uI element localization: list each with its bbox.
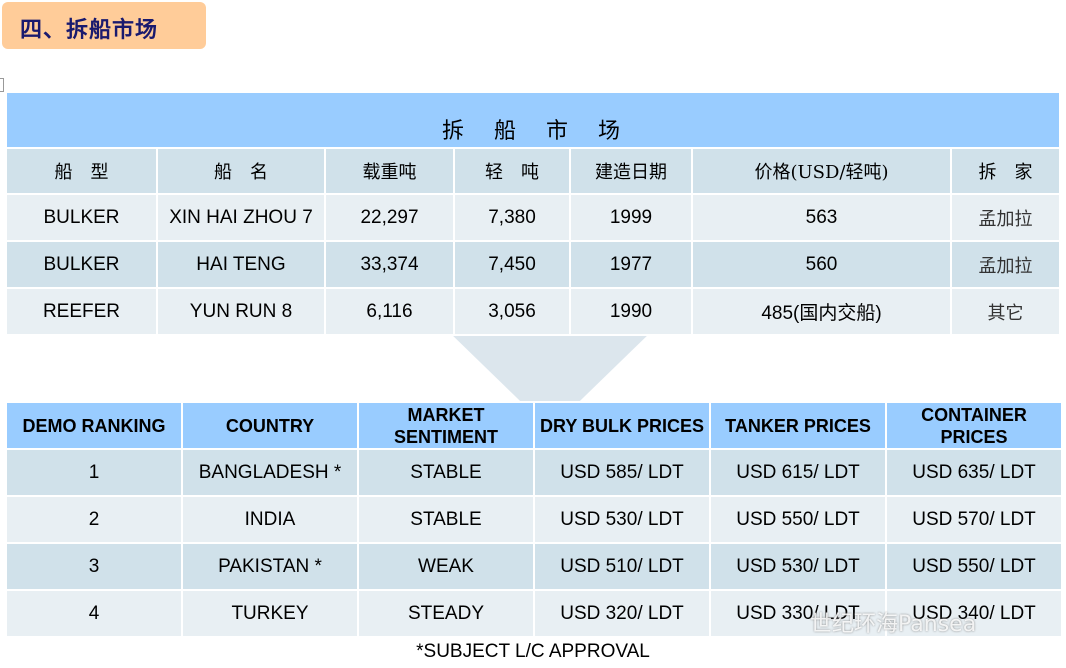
table-row: BULKER HAI TENG 33,374 7,450 1977 560 孟加拉 bbox=[5, 240, 1062, 289]
table-cell: STABLE bbox=[357, 448, 535, 497]
column-header: 轻 吨 bbox=[453, 147, 571, 195]
table-cell: USD 320/ LDT bbox=[533, 589, 711, 638]
column-header: 价格(USD/轻吨) bbox=[691, 147, 952, 195]
table-cell: PAKISTAN * bbox=[181, 542, 359, 591]
table-cell: USD 530/ LDT bbox=[709, 542, 887, 591]
table-row: BULKER XIN HAI ZHOU 7 22,297 7,380 1999 563 孟加… bbox=[5, 193, 1062, 242]
table-cell: TURKEY bbox=[181, 589, 359, 638]
column-header: DEMO RANKING bbox=[5, 401, 183, 450]
table-row: 1 BANGLADESH * STABLE USD 585/ LDT USD 615/ … bbox=[5, 448, 1063, 497]
table-cell: 485(国内交船) bbox=[691, 287, 952, 336]
table-cell: USD 530/ LDT bbox=[533, 495, 711, 544]
column-header: COUNTRY bbox=[181, 401, 359, 450]
table-cell: USD 550/ LDT bbox=[709, 495, 887, 544]
table-cell: HAI TENG bbox=[156, 240, 326, 289]
table-row: 4 TURKEY STEADY USD 320/ LDT USD 330/ LDT USD… bbox=[5, 589, 1063, 638]
table-cell: 1 bbox=[5, 448, 183, 497]
table-cell: 563 bbox=[691, 193, 952, 242]
table-cell: INDIA bbox=[181, 495, 359, 544]
table-cell: 7,450 bbox=[453, 240, 571, 289]
table-cell: 1977 bbox=[569, 240, 693, 289]
anchor-marker bbox=[0, 78, 4, 92]
table-cell: 其它 bbox=[949, 287, 1062, 336]
table-cell: 2 bbox=[5, 495, 183, 544]
table-row: REEFER YUN RUN 8 6,116 3,056 1990 485(国内交船) 其它 bbox=[5, 287, 1062, 336]
table-cell: USD 635/ LDT bbox=[885, 448, 1063, 497]
table-cell: 3 bbox=[5, 542, 183, 591]
table-cell: 22,297 bbox=[324, 193, 455, 242]
column-header: MARKET SENTIMENT bbox=[357, 401, 535, 450]
table-title: 拆 船 市 场 bbox=[4, 91, 1062, 149]
table-cell: USD 550/ LDT bbox=[885, 542, 1063, 591]
column-header: 建造日期 bbox=[569, 147, 693, 195]
footnote: *SUBJECT L/C APPROVAL bbox=[416, 641, 650, 662]
table-cell: USD 585/ LDT bbox=[533, 448, 711, 497]
demo-ranking-table: DEMO RANKING COUNTRY MARKET SENTIMENT DRY B… bbox=[5, 401, 1063, 638]
table-cell: REEFER bbox=[5, 287, 158, 336]
column-header: 船 名 bbox=[156, 147, 326, 195]
column-header: 拆 家 bbox=[949, 147, 1062, 195]
section-title-box: 四、拆船市场 bbox=[2, 2, 206, 49]
table-cell: BANGLADESH * bbox=[181, 448, 359, 497]
table-cell: USD 510/ LDT bbox=[533, 542, 711, 591]
table-row: 3 PAKISTAN * WEAK USD 510/ LDT USD 530/ LDT U… bbox=[5, 542, 1063, 591]
column-header: 载重吨 bbox=[324, 147, 455, 195]
table-cell: USD 615/ LDT bbox=[709, 448, 887, 497]
table-cell: 6,116 bbox=[324, 287, 455, 336]
column-header: DRY BULK PRICES bbox=[533, 401, 711, 450]
table-cell: 560 bbox=[691, 240, 952, 289]
table-cell: STEADY bbox=[357, 589, 535, 638]
section-title: 四、拆船市场 bbox=[20, 18, 159, 43]
table-cell: 3,056 bbox=[453, 287, 571, 336]
table-cell: XIN HAI ZHOU 7 bbox=[156, 193, 326, 242]
table-cell: 1990 bbox=[569, 287, 693, 336]
ship-breaking-table: 拆 船 市 场 船 型船 名载重吨轻 吨建造日期 价格(USD/轻吨) 拆 家 BU… bbox=[4, 91, 1062, 336]
column-header: 船 型 bbox=[5, 147, 158, 195]
table-cell: 孟加拉 bbox=[949, 240, 1062, 289]
table-cell: 4 bbox=[5, 589, 183, 638]
table-cell: STABLE bbox=[357, 495, 535, 544]
column-header: TANKER PRICES bbox=[709, 401, 887, 450]
table-cell: BULKER bbox=[5, 240, 158, 289]
table-row: 2 INDIA STABLE USD 530/ LDT USD 550/ LDT USD … bbox=[5, 495, 1063, 544]
table-cell: USD 570/ LDT bbox=[885, 495, 1063, 544]
table-cell: 1999 bbox=[569, 193, 693, 242]
table-cell: USD 330/ LDT bbox=[709, 589, 887, 638]
wechat-watermark: 世纪环海Pansea bbox=[810, 612, 977, 637]
table-cell: 孟加拉 bbox=[949, 193, 1062, 242]
table-cell: BULKER bbox=[5, 193, 158, 242]
table-cell: USD 340/ LDT bbox=[885, 589, 1063, 638]
table-cell: 33,374 bbox=[324, 240, 455, 289]
column-header: CONTAINER PRICES bbox=[885, 401, 1063, 450]
table-cell: WEAK bbox=[357, 542, 535, 591]
table-cell: YUN RUN 8 bbox=[156, 287, 326, 336]
table-cell: 7,380 bbox=[453, 193, 571, 242]
